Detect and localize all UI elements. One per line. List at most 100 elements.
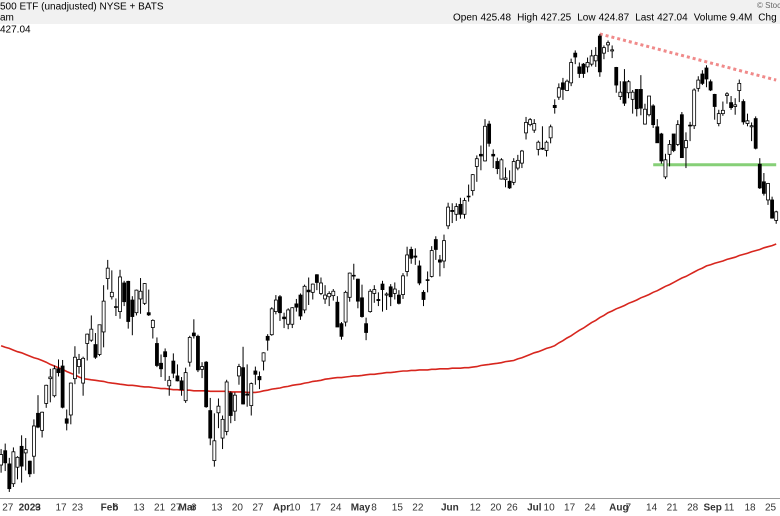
candle-body [700,73,705,84]
period-label: am [0,13,14,24]
candle-body [134,289,139,314]
candle-body [376,299,381,301]
candle-body [684,140,688,149]
x-tick-label: 21 [154,503,166,514]
candle-body [32,425,36,457]
candle-body [155,343,159,366]
candle-body [487,123,492,144]
candle-body [310,283,315,293]
candle-body [298,294,303,317]
candle-body [425,279,430,281]
candle-body [48,376,53,380]
candle-body [273,299,278,312]
candle-body [503,177,508,181]
candle-body [692,89,697,127]
stat-value: 9.4M [730,13,752,24]
x-tick-label: 15 [392,503,404,514]
candle-body [433,239,438,250]
header-band [0,0,780,24]
candle-body [7,463,12,490]
candle-body [409,249,414,259]
candle-body [544,141,549,151]
candles [0,33,779,492]
candle-body [761,181,766,194]
candle-body [220,418,225,439]
candle-body [766,183,770,201]
moving-average-line [0,243,777,394]
candle-body [52,368,57,397]
candle-body [142,283,147,304]
x-tick-label: 22 [412,503,424,514]
x-tick-label: 21 [667,503,679,514]
candle-body [388,286,393,298]
candle-body [466,195,471,198]
copyright: © Stoc [757,1,780,10]
candle-body [15,456,20,468]
candle-body [109,291,114,298]
candle-body [450,210,455,212]
candle-body [577,66,582,74]
stat-value: 427.04 [657,13,688,24]
candle-body [159,362,163,370]
candle-body [253,370,258,375]
candle-body [237,366,241,377]
candle-body [556,87,561,98]
candle-body [19,445,24,467]
x-tick-label: 14 [646,503,658,514]
candle-body [11,451,16,485]
candle-body [191,332,196,337]
x-tick-label: 2023 [19,503,42,514]
x-tick-label: 17 [56,503,68,514]
candle-body [282,316,286,320]
candle-body [442,240,446,262]
candle-body [667,144,672,155]
candle-body [585,62,590,68]
last-price-label: 427.04 [0,25,31,36]
trend-line [599,32,777,82]
candle-body [278,296,282,314]
candle-body [688,124,692,127]
candle-body [421,291,426,300]
candle-body [552,104,557,108]
candle-body [327,293,332,298]
x-tick-label: 27 [252,503,264,514]
x-tick-label: 8 [371,503,377,514]
candle-body [659,133,664,162]
candle-body [561,82,565,90]
candle-body [745,120,750,124]
candle-body [647,95,651,116]
candle-body [540,147,545,150]
candle-body [3,450,8,464]
x-tick-label: 20 [232,503,244,514]
candle-body [351,274,356,277]
stat-value: 424.87 [599,13,630,24]
candle-body [294,303,299,308]
candle-body [708,81,713,91]
candle-body [179,380,184,391]
x-tick-label: 24 [330,503,342,514]
candle-body [302,285,307,311]
candle-body [634,89,639,110]
candle-body [314,274,319,283]
candle-body [528,119,533,126]
candle-body [479,153,483,157]
candle-body [655,126,660,144]
x-tick-label: Mar [179,503,197,514]
candle-body [60,365,65,408]
x-tick-label: 20 [490,503,502,514]
x-tick-label: 6 [191,503,197,514]
candle-body [532,123,537,131]
stats: Open 425.48 High 427.25 Low 424.87 Last 427.04 V… [453,13,780,24]
candle-body [651,105,656,126]
candle-body [0,454,4,466]
x-tick-label: Jul [527,503,542,514]
candle-body [204,361,209,408]
plot-area [0,24,780,498]
candle-body [704,67,709,80]
candle-body [364,323,368,333]
candle-body [56,368,61,374]
candle-body [122,282,127,303]
x-tick-label: 25 [765,503,777,514]
candle-body [405,254,409,272]
stat-label: High [517,13,538,24]
